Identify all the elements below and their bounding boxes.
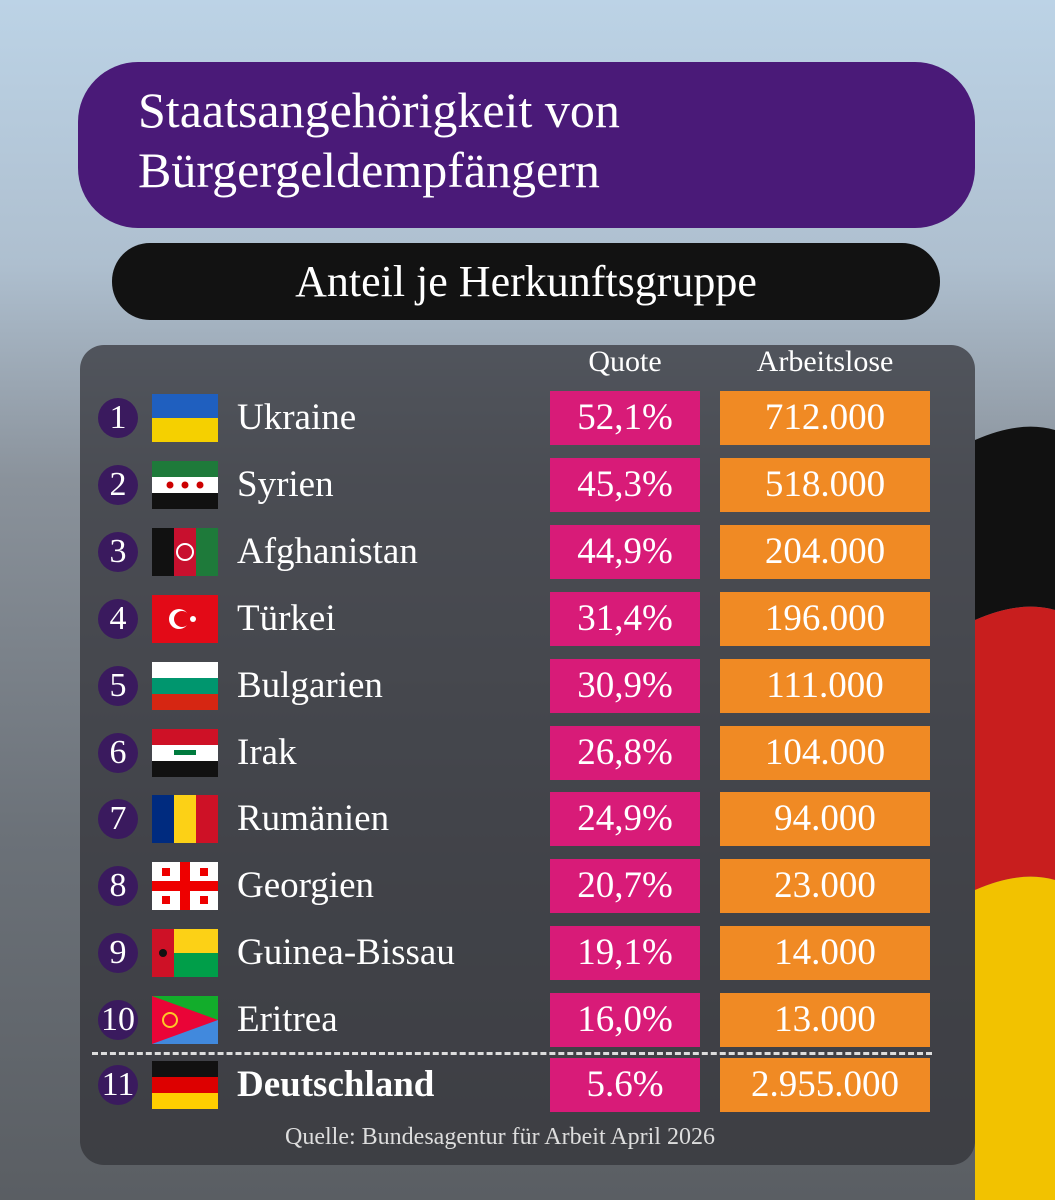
flag-graphic	[152, 996, 218, 1045]
source: Quelle: Bundesagentur für Arbeit April 2…	[285, 1124, 715, 1150]
quote-value: 20,7%	[550, 859, 700, 914]
quote-value: 16,0%	[550, 993, 700, 1048]
rank-badge: 7	[98, 799, 138, 840]
flag	[152, 996, 218, 1045]
count-value: 712.000	[720, 391, 930, 445]
count-value: 23.000	[720, 859, 930, 914]
count-value: 204.000	[720, 524, 930, 579]
quote-value: 26,8%	[550, 725, 700, 780]
rank-badge: 1	[98, 398, 138, 438]
country-name: Georgien	[237, 865, 374, 907]
flag-graphic	[152, 661, 218, 711]
quote-value: 31,4%	[550, 591, 700, 646]
country-name: Irak	[237, 731, 297, 773]
flag-graphic	[152, 594, 218, 643]
rank-badge: 9	[98, 933, 138, 974]
flag-graphic	[152, 728, 218, 777]
count-value: 13.000	[720, 993, 930, 1048]
count-value: 518.000	[720, 457, 930, 512]
country-name: Guinea-Bissau	[237, 932, 455, 974]
country-name: Syrien	[237, 463, 334, 505]
quote-value: 52,1%	[550, 391, 700, 445]
rank-badge: 2	[98, 464, 138, 505]
flag-graphic	[152, 795, 219, 844]
country-name: Türkei	[237, 597, 336, 639]
flag-graphic	[152, 862, 218, 911]
count-value: 111.000	[720, 658, 930, 713]
flag	[152, 1061, 218, 1110]
subtitle: Anteil je Herkunftsgruppe	[112, 243, 940, 320]
country-name: Deutschland	[237, 1064, 435, 1105]
flag-graphic	[152, 929, 218, 978]
rank-badge: 11	[98, 1065, 138, 1105]
flag	[152, 460, 218, 510]
quote-value: 44,9%	[550, 524, 700, 579]
flag	[152, 862, 218, 911]
separator	[92, 1052, 932, 1055]
quote-value: 45,3%	[550, 457, 700, 512]
country-name: Rumänien	[237, 798, 390, 840]
country-name: Bulgarien	[237, 664, 383, 706]
flag	[152, 394, 218, 443]
title: Staatsangehörigkeit von Bürgergeldempfän…	[78, 62, 975, 228]
flag	[152, 795, 219, 844]
flag	[152, 728, 218, 777]
rank-badge: 10	[98, 1000, 138, 1041]
count-value: 94.000	[720, 792, 930, 847]
country-name: Afghanistan	[237, 530, 418, 572]
rank-badge: 6	[98, 732, 138, 773]
column-header: Quote	[588, 345, 662, 378]
flag-graphic	[152, 1061, 218, 1110]
flag	[152, 929, 218, 978]
rank-badge: 4	[98, 598, 138, 639]
country-name: Ukraine	[237, 397, 357, 438]
count-value: 196.000	[720, 591, 930, 646]
quote-value: 24,9%	[550, 792, 700, 847]
rank-badge: 8	[98, 866, 138, 907]
flag	[152, 661, 218, 711]
rank-badge: 3	[98, 531, 138, 572]
rank-badge: 5	[98, 665, 138, 706]
count-value: 2.955.000	[720, 1058, 930, 1112]
flag-graphic	[152, 460, 218, 510]
flag	[152, 527, 219, 576]
quote-value: 19,1%	[550, 926, 700, 981]
flag-graphic	[152, 394, 218, 443]
flag	[152, 594, 218, 643]
column-header: Arbeitslose	[756, 345, 894, 378]
quote-value: 30,9%	[550, 658, 700, 713]
flag-graphic	[152, 527, 219, 576]
country-name: Eritrea	[237, 999, 338, 1041]
quote-value: 5.6%	[550, 1058, 700, 1112]
count-value: 104.000	[720, 725, 930, 780]
count-value: 14.000	[720, 926, 930, 981]
